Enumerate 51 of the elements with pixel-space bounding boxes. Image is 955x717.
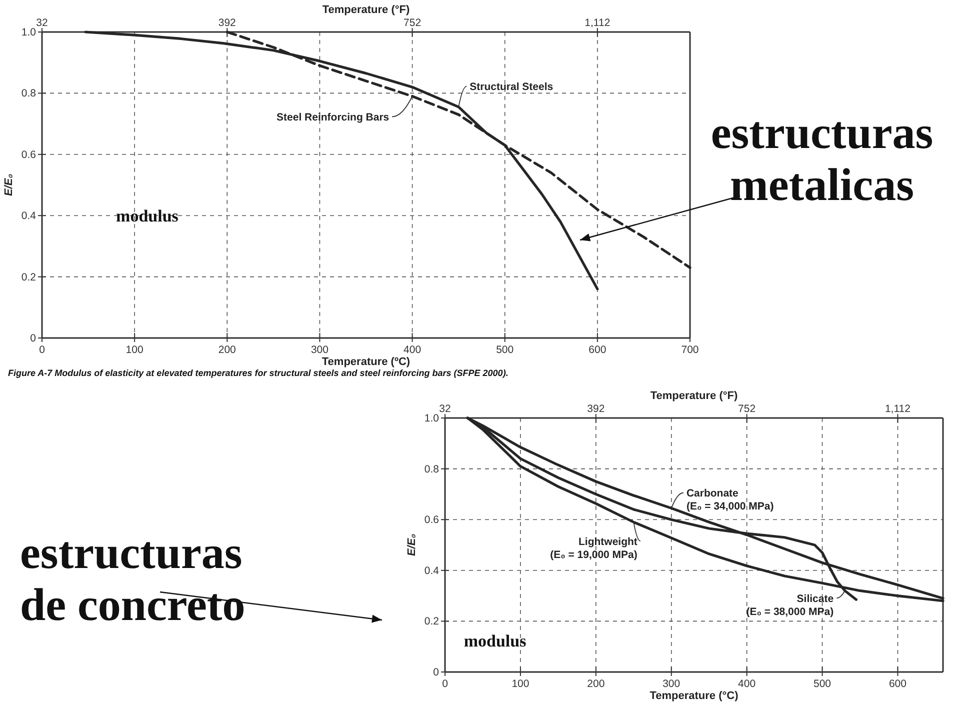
x-tick-label: 500: [814, 678, 832, 690]
x-axis-title: Temperature (ºC): [322, 356, 410, 368]
x2-tick-label: 392: [218, 17, 236, 29]
x2-tick-label: 392: [587, 403, 605, 415]
x2-tick-label: 752: [738, 403, 756, 415]
x-tick-label: 100: [126, 344, 144, 356]
y-tick-label: 0.2: [21, 271, 36, 284]
y-tick-label: 0.4: [424, 564, 440, 577]
y-tick-label: 0: [433, 666, 440, 678]
y-tick-label: 0: [30, 332, 36, 344]
series-label: Silicate (E₀ = 38,000 MPa): [746, 593, 834, 618]
series-label: Lightweight (E₀ = 19,000 MPa): [550, 536, 638, 561]
y-tick-label: 1.0: [21, 26, 36, 38]
y-tick-label: 0.2: [424, 616, 440, 628]
y-tick-label: 0.8: [424, 463, 440, 476]
x-tick-label: 0: [442, 678, 448, 690]
text: Figure A-7 Modulus of elasticity at elevated temperatures for structural steels and steel reinforcing bars (SFPE 2000).: [8, 368, 508, 378]
x-tick-label: 200: [587, 678, 605, 690]
y-tick-label: 0.4: [21, 210, 36, 222]
x-tick-label: 500: [496, 344, 514, 356]
y-tick-label: 0.8: [21, 88, 36, 100]
text: Steel Reinforcing Bars: [276, 112, 390, 124]
y-tick-label: 1.0: [424, 412, 440, 424]
legend-label: Carbonate (E₀ = 34,000 MPa): [686, 488, 774, 513]
x-tick-label: 300: [310, 344, 329, 356]
series-label: Structural Steels: [470, 81, 554, 94]
x-tick-label: 700: [681, 344, 699, 356]
text: estructuras de concreto: [20, 527, 246, 630]
x-tick-label: 400: [738, 678, 756, 690]
text: estructuras metalicas: [710, 107, 934, 210]
y-axis-title: E/E₀: [406, 534, 418, 556]
y-tick-label: 0.6: [424, 514, 440, 526]
x2-axis-title: Temperature (°F): [650, 390, 738, 402]
x-tick-label: 400: [404, 344, 422, 356]
y-axis-title: E/E₀: [3, 174, 15, 196]
x2-tick-label: 1,112: [584, 17, 610, 29]
x-tick-label: 300: [662, 678, 680, 690]
annotation: modulus: [464, 632, 527, 651]
y-tick-label: 0.6: [21, 148, 36, 161]
x-tick-label: 100: [512, 678, 530, 690]
x-tick-label: 600: [888, 678, 907, 690]
x-tick-label: 600: [588, 344, 606, 356]
x-axis-title: Temperature (°C): [650, 690, 739, 702]
x2-tick-label: 32: [36, 17, 48, 29]
x2-tick-label: 32: [439, 403, 451, 415]
x-tick-label: 0: [39, 344, 46, 356]
x-tick-label: 200: [218, 344, 236, 356]
x2-tick-label: 752: [404, 17, 422, 29]
x2-tick-label: 1,112: [884, 403, 911, 415]
annotation: modulus: [116, 206, 179, 226]
x2-axis-title: Temperature (°F): [322, 4, 410, 16]
